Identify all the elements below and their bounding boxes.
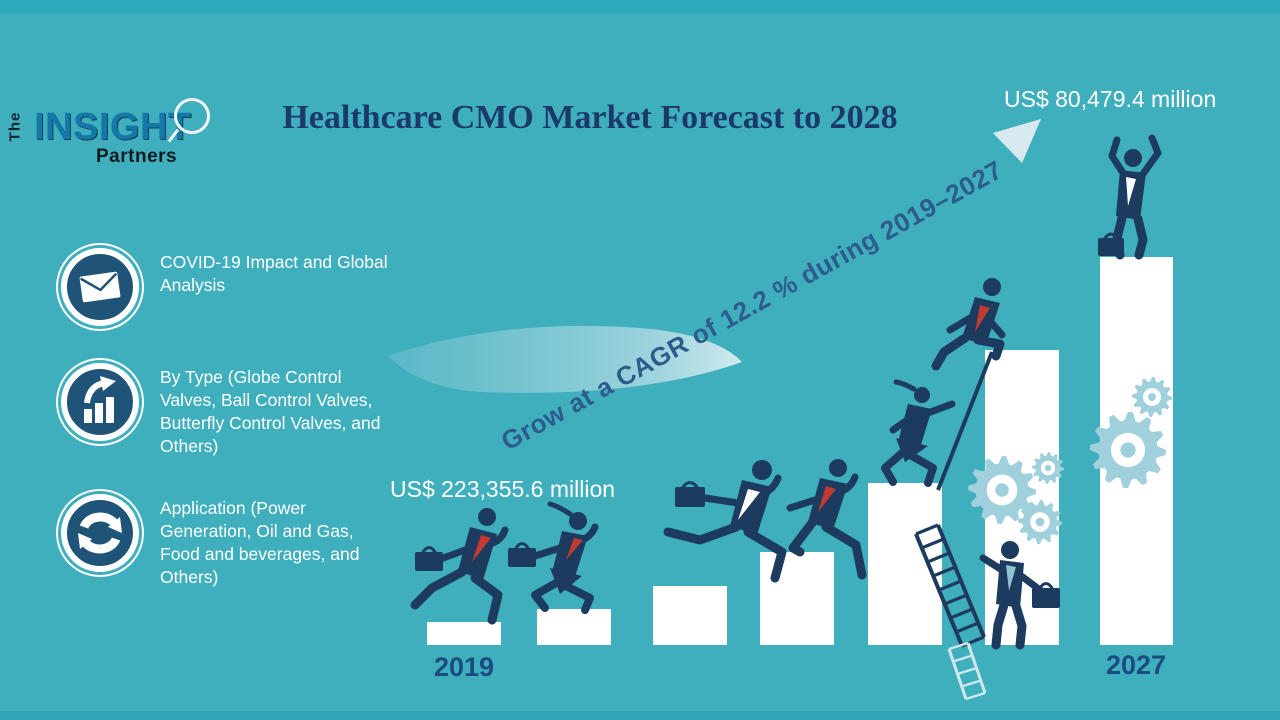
gear-icon <box>1018 500 1062 544</box>
gear-hub <box>1044 464 1052 472</box>
logo-partners: Partners <box>96 146 178 167</box>
arrow-tail-swoosh <box>388 325 742 393</box>
bar-chart-arrow-icon <box>56 358 144 446</box>
light-tie <box>1006 565 1016 591</box>
sidebar-item-label: By Type (Globe Control Valves, Ball Cont… <box>160 367 381 456</box>
businesswoman-running <box>508 501 599 614</box>
envelope-icon <box>56 243 144 331</box>
businesswoman-climbing <box>881 379 956 487</box>
gear-hub <box>1120 442 1136 458</box>
white-tie <box>1126 177 1136 206</box>
logo-the: The <box>6 111 24 142</box>
page-title: Healthcare CMO Market Forecast to 2028 <box>282 98 898 136</box>
sidebar-item-label: COVID-19 Impact and Global Analysis <box>160 252 388 295</box>
bar-step-2 <box>537 609 611 645</box>
bar-step-1 <box>427 622 501 645</box>
ponytail <box>547 501 573 517</box>
gear-icon <box>968 456 1036 524</box>
gear-hub <box>995 483 1009 497</box>
cycle-arrows-icon <box>56 489 144 577</box>
businessman-climbing <box>931 278 1006 371</box>
magnifier-icon <box>174 98 210 134</box>
sidebar-item-label: Application (Power Generation, Oil and G… <box>160 498 360 587</box>
briefcase-icon <box>675 487 705 507</box>
white-tie <box>738 489 760 520</box>
climbing-pole <box>936 351 994 491</box>
businessman-leaping <box>663 460 787 583</box>
bar-series <box>427 257 1173 645</box>
value-label-2027: US$ 80,479.4 million <box>1004 86 1217 112</box>
bar-step-4 <box>760 552 834 645</box>
businessman-stepping-up <box>786 459 867 580</box>
gear-hub <box>1148 393 1156 401</box>
ladder <box>914 523 987 701</box>
bottom-band <box>0 711 1280 720</box>
businessman-at-ladder <box>979 541 1060 650</box>
businessman-running-1 <box>410 508 509 625</box>
red-tie <box>566 538 583 560</box>
red-tie <box>818 486 836 512</box>
axis-label-2027: 2027 <box>1105 650 1167 680</box>
businessman-celebrating <box>1098 134 1162 260</box>
briefcase-icon <box>508 548 536 567</box>
gear-icon <box>1132 377 1172 417</box>
value-label-2019: US$ 223,355.6 million <box>390 476 616 502</box>
bar-step-5 <box>868 483 942 645</box>
gears-decoration <box>968 377 1172 544</box>
gear-icon <box>1090 412 1166 488</box>
insight-partners-logo: The INSIGHT Partners <box>6 48 218 167</box>
growth-arrowhead <box>993 119 1041 163</box>
gear-hub <box>1035 517 1045 527</box>
logo-insight: INSIGHT <box>34 106 192 148</box>
ponytail <box>893 379 917 392</box>
axis-label-2019: 2019 <box>433 652 495 682</box>
briefcase-icon <box>415 552 443 571</box>
bar-step-3 <box>653 586 727 645</box>
briefcase-icon <box>1032 588 1060 608</box>
top-band <box>0 0 1280 14</box>
gear-icon <box>1032 452 1064 484</box>
red-tie <box>975 305 990 332</box>
red-tie <box>472 535 491 562</box>
